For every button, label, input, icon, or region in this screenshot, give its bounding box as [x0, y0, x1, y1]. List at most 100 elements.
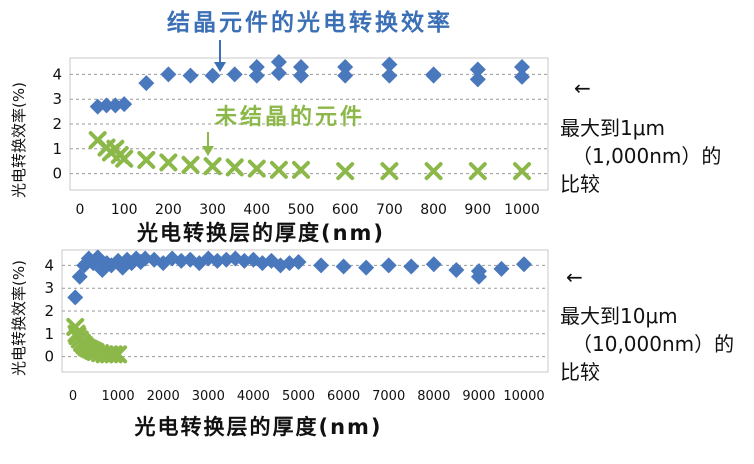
- chart1-title: 结晶元件的光电转换效率: [167, 9, 453, 36]
- chart1-point-crystal: [204, 67, 221, 84]
- top-note-line2: （1,000nm）的: [572, 144, 722, 168]
- chart1-point-x-stroke: [336, 162, 355, 181]
- chart2-point-crystal: [470, 263, 487, 280]
- chart2-xtick-label: 3000: [192, 389, 225, 404]
- chart2-point-x-stroke: [104, 345, 123, 364]
- chart1-point-crystal: [226, 66, 243, 83]
- chart1-point-crystal: [469, 71, 486, 88]
- chart2-xtick-label: 1000: [102, 389, 135, 404]
- chart2-xtick-label: 10000: [503, 389, 544, 404]
- chart2-point-crystal: [403, 258, 420, 275]
- chart2-ytick-label: 4: [44, 256, 54, 274]
- top-note: 最大到1μm （1,000nm）的比较: [560, 114, 721, 198]
- bottom-note-line3: 比较: [560, 360, 600, 384]
- chart1-point-noncrystal: [424, 162, 443, 181]
- chart1-xtick-label: 400: [243, 202, 270, 218]
- chart1-point-x-stroke: [115, 149, 134, 168]
- chart2-point-crystal: [218, 251, 235, 268]
- chart1-point-crystal: [270, 65, 287, 82]
- top-note-line1: 最大到1μm: [560, 116, 665, 140]
- chart1-point-crystal: [248, 67, 265, 84]
- chart2-x-axis-label: 光电转换层的厚度(nm): [133, 415, 382, 439]
- chart1-annotation-pointer-head: [202, 146, 214, 156]
- chart2-xtick-label: 5000: [282, 389, 315, 404]
- chart1-xtick-label: 300: [199, 202, 226, 218]
- chart1-point-crystal: [381, 67, 398, 84]
- chart2-xtick-label: 8000: [417, 389, 450, 404]
- chart1-point-crystal: [248, 58, 265, 75]
- top-note-line3: 比较: [560, 172, 600, 196]
- chart2-point-crystal: [380, 257, 397, 274]
- chart1-point-crystal: [514, 58, 530, 75]
- chart1-point-crystal: [337, 67, 354, 84]
- chart1-point-crystal: [337, 58, 354, 75]
- chart2-point-x-stroke: [109, 345, 128, 364]
- chart1-ytick-label: 2: [52, 115, 62, 133]
- chart1-ytick-label: 4: [52, 65, 62, 83]
- chart1-annotation-noncrystal: 未结晶的元件: [215, 104, 365, 130]
- chart1-point-crystal: [160, 66, 177, 83]
- chart1-point-crystal: [425, 67, 442, 84]
- chart2-point-crystal: [67, 289, 84, 306]
- chart1-point-noncrystal: [181, 155, 200, 174]
- chart2-point-crystal: [493, 260, 510, 277]
- chart1-point-noncrystal: [225, 158, 244, 177]
- chart2-point-crystal: [290, 253, 307, 270]
- chart1-point-noncrystal: [336, 162, 355, 181]
- chart1-xtick-label: 600: [332, 202, 359, 218]
- chart2-ytick-label: 2: [44, 302, 54, 320]
- chart2-xtick-label: 6000: [327, 389, 360, 404]
- chart1-point-x-stroke: [181, 155, 200, 174]
- chart2-ytick-label: 0: [44, 348, 54, 366]
- chart2-xtick-label: 2000: [147, 389, 180, 404]
- chart1-ytick-label: 1: [52, 140, 62, 158]
- chart1-y-axis-label: 光电转换效率(%): [10, 82, 28, 198]
- chart1-xtick-label: 100: [111, 202, 138, 218]
- chart2-point-noncrystal: [109, 345, 128, 364]
- chart2-xtick-label: 0: [69, 389, 77, 404]
- chart1-point-noncrystal: [247, 159, 266, 178]
- chart1-point-x-stroke: [468, 162, 487, 181]
- chart1-point-crystal: [138, 75, 155, 92]
- chart1-xtick-label: 0: [76, 202, 85, 218]
- chart1-point-x-stroke: [137, 150, 156, 169]
- chart1-xtick-label: 900: [464, 202, 491, 218]
- chart1-xtick-label: 800: [420, 202, 447, 218]
- chart1-point-noncrystal: [380, 162, 399, 181]
- chart1-title-pointer-head: [214, 62, 226, 72]
- chart1-point-x-stroke: [292, 160, 310, 179]
- chart2-xtick-label: 9000: [462, 389, 495, 404]
- chart1-x-axis-label: 光电转换层的厚度(nm): [136, 221, 385, 245]
- chart2-ytick-label: 3: [44, 279, 54, 297]
- bottom-note-arrow: ←: [566, 265, 583, 289]
- chart2-point-crystal: [425, 256, 442, 273]
- chart1-point-noncrystal: [468, 162, 487, 181]
- chart2-xtick-label: 7000: [372, 389, 405, 404]
- chart1-point-crystal: [116, 96, 133, 113]
- chart2-point-crystal: [516, 256, 532, 273]
- chart1-point-crystal: [514, 68, 530, 85]
- chart1-point-x-stroke: [513, 162, 531, 181]
- chart2-point-crystal: [313, 257, 330, 274]
- chart1-point-x-stroke: [159, 153, 178, 172]
- chart2-xtick-label: 4000: [237, 389, 270, 404]
- chart1-point-noncrystal: [159, 153, 178, 172]
- chart1-point-noncrystal: [203, 157, 222, 176]
- chart1-ytick-label: 0: [52, 165, 62, 183]
- chart1-point-x-stroke: [424, 162, 443, 181]
- chart1-point-noncrystal: [115, 149, 134, 168]
- chart1-point-crystal: [381, 56, 398, 73]
- chart2-point-crystal: [448, 261, 465, 278]
- chart1-point-x-stroke: [203, 157, 222, 176]
- chart1-point-x-stroke: [269, 160, 288, 179]
- chart1-point-crystal: [270, 54, 287, 70]
- chart1-xtick-label: 1000: [504, 202, 540, 218]
- chart1-point-x-stroke: [247, 159, 266, 178]
- bottom-note-line1: 最大到10μm: [560, 304, 678, 328]
- chart1-point-crystal: [98, 97, 115, 114]
- chart2-point-noncrystal: [104, 345, 123, 364]
- chart1-point-crystal: [293, 58, 309, 75]
- bottom-note-line2: （10,000nm）的: [572, 332, 735, 356]
- chart1-point-crystal: [293, 67, 309, 84]
